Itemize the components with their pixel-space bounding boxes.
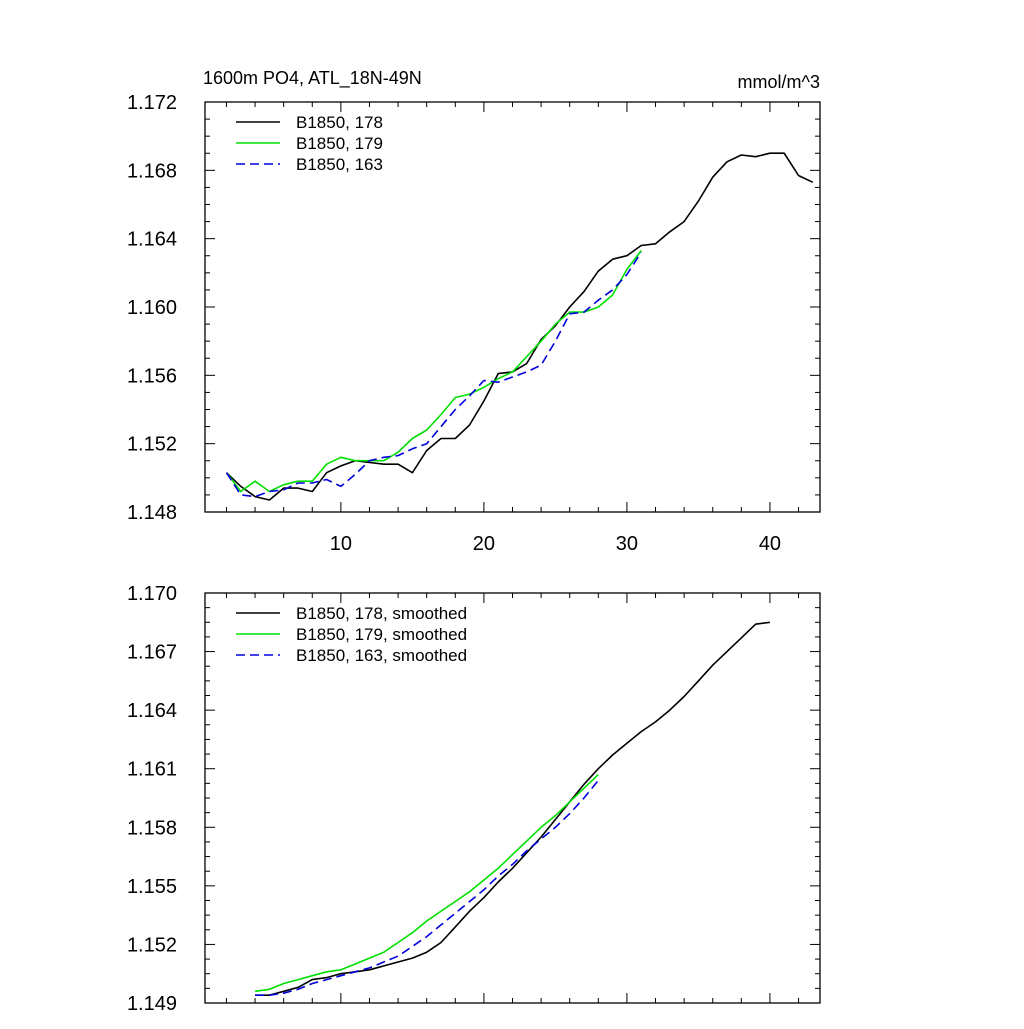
series-line-1 [255, 621, 771, 997]
x-tick-label: 40 [759, 533, 781, 555]
chart-units: mmol/m^3 [738, 72, 820, 92]
y-tick-label: 1.155 [127, 876, 177, 898]
x-tick-label: 10 [330, 533, 352, 555]
y-tick-label: 1.156 [127, 365, 177, 387]
legend-label: B1850, 178 [296, 113, 383, 132]
series-line-3 [255, 779, 599, 997]
y-tick-label: 1.168 [127, 160, 177, 182]
legend-label: B1850, 178, smoothed [296, 604, 467, 623]
y-tick-label: 1.152 [127, 434, 177, 456]
x-tick-label: 20 [473, 533, 495, 555]
y-tick-label: 1.149 [127, 993, 177, 1015]
y-tick-label: 1.167 [127, 642, 177, 664]
y-tick-label: 1.148 [127, 502, 177, 524]
y-tick-label: 1.160 [127, 297, 177, 319]
legend-label: B1850, 163, smoothed [296, 646, 467, 665]
series-line-1 [225, 152, 814, 501]
y-tick-label: 1.164 [127, 229, 177, 251]
y-tick-label: 1.152 [127, 934, 177, 956]
legend-label: B1850, 179 [296, 134, 383, 153]
series-line-2 [225, 250, 642, 493]
legend-label: B1850, 163 [296, 155, 383, 174]
bottom-panel: 1.149 1.152 1.155 1.158 1.161 1.164 1.167 1.170… [127, 583, 821, 1015]
legend-label: B1850, 179, smoothed [296, 625, 467, 644]
series-line-3 [225, 251, 642, 498]
y-tick-label: 1.170 [127, 583, 177, 605]
series-line-2 [254, 774, 599, 993]
x-tick-label: 30 [616, 533, 638, 555]
chart-title: 1600m PO4, ATL_18N-49N [203, 68, 422, 89]
y-tick-label: 1.158 [127, 817, 177, 839]
y-tick-label: 1.172 [127, 92, 177, 114]
top-panel: 10 20 30 40 1.148 1.152 1.156 1.160 1.164 1.168 1.… [127, 92, 821, 555]
y-tick-label: 1.161 [127, 759, 177, 781]
y-tick-label: 1.164 [127, 700, 177, 722]
